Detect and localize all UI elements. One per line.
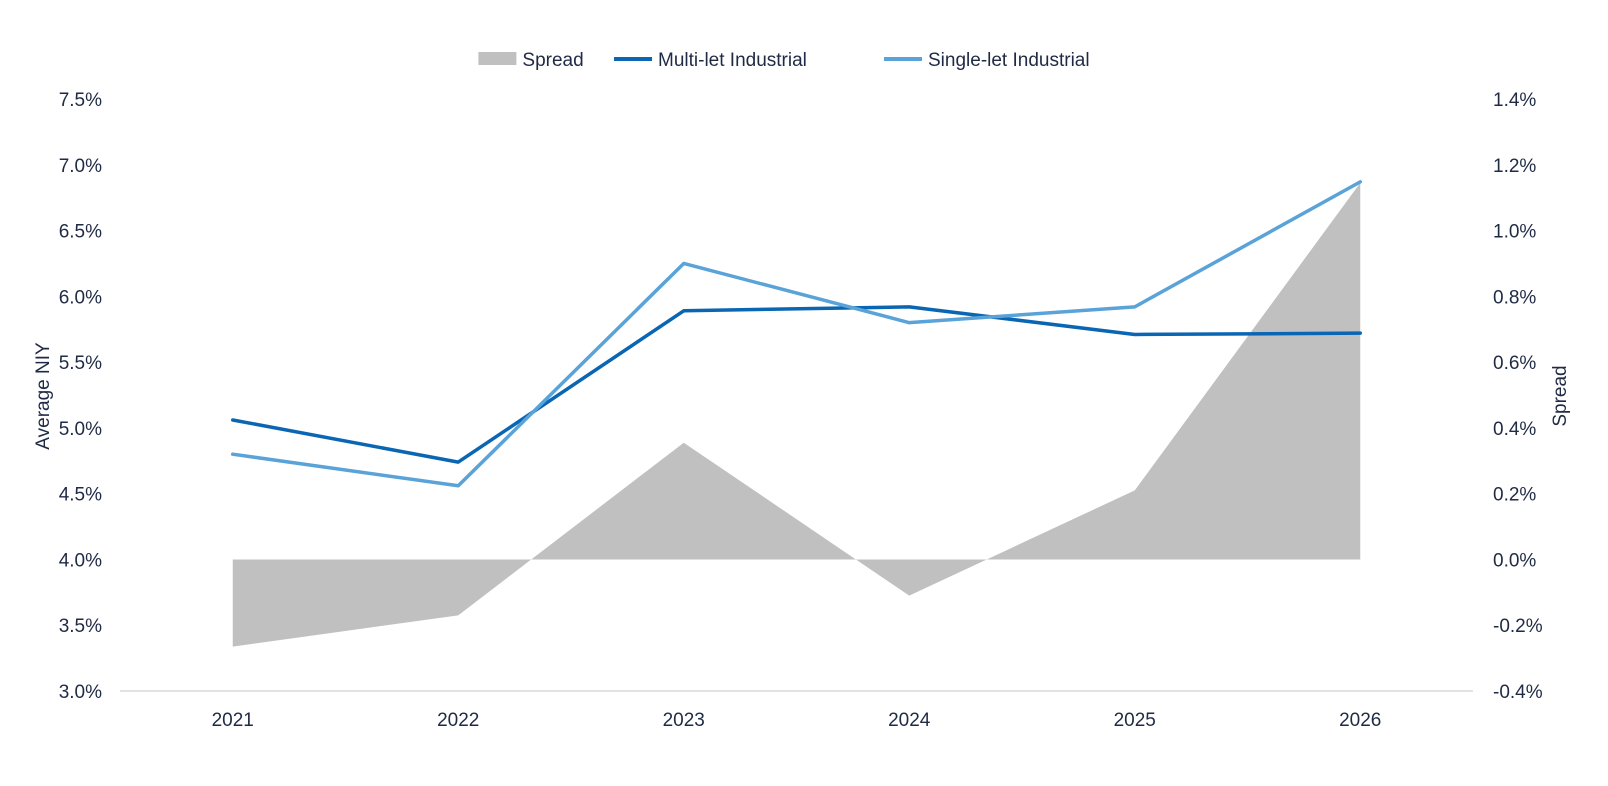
left-tick-label: 5.5% xyxy=(59,353,102,374)
left-axis-title: Average NIY xyxy=(33,342,54,450)
legend-label: Spread xyxy=(522,50,583,71)
left-tick-label: 4.0% xyxy=(59,550,102,571)
right-axis-title: Spread xyxy=(1550,365,1571,426)
spread-area xyxy=(232,182,1361,647)
left-tick-label: 6.5% xyxy=(59,222,102,243)
x-tick-label: 2023 xyxy=(663,710,705,731)
x-tick-label: 2022 xyxy=(437,710,479,731)
left-tick-label: 7.0% xyxy=(59,156,102,177)
legend-label: Multi-let Industrial xyxy=(658,50,807,71)
legend-item-single-let-industrial: Single-let Industrial xyxy=(884,50,1090,71)
left-tick-label: 6.0% xyxy=(59,287,102,308)
left-tick-label: 5.0% xyxy=(59,419,102,440)
x-tick-label: 2025 xyxy=(1114,710,1156,731)
line-layer xyxy=(231,180,1362,488)
x-tick-label: 2024 xyxy=(888,710,931,731)
legend-item-spread: Spread xyxy=(478,50,584,71)
legend: Spread Multi-let Industrial Single-let Ind… xyxy=(478,50,1090,71)
left-axis-ticks: 3.0% 3.5% 4.0% 4.5% 5.0% 5.5% 6.0% 6.5% 7.0% 7.5% xyxy=(59,90,102,703)
legend-swatch xyxy=(478,52,517,65)
right-axis-ticks: -0.4% -0.2% 0.0% 0.2% 0.4% 0.6% 0.8% 1.0% 1.2% 1.… xyxy=(1493,90,1543,703)
left-tick-label: 3.0% xyxy=(59,682,102,703)
single-let-industrial-line xyxy=(231,180,1362,488)
x-tick-label: 2026 xyxy=(1339,710,1381,731)
multi-let-industrial-line xyxy=(231,305,1362,464)
left-tick-label: 7.5% xyxy=(59,90,102,111)
spread-area-layer xyxy=(232,182,1361,647)
legend-item-multi-let-industrial: Multi-let Industrial xyxy=(614,50,807,71)
right-tick-label: 0.0% xyxy=(1493,550,1536,571)
legend-label: Single-let Industrial xyxy=(928,50,1090,71)
right-tick-label: -0.2% xyxy=(1493,616,1543,637)
right-tick-label: 1.2% xyxy=(1493,156,1536,177)
x-axis-ticks: 2021 2022 2023 2024 2025 2026 xyxy=(212,710,1382,731)
left-tick-label: 4.5% xyxy=(59,485,102,506)
right-tick-label: 0.4% xyxy=(1493,419,1536,440)
right-tick-label: 1.0% xyxy=(1493,222,1536,243)
right-tick-label: 0.6% xyxy=(1493,353,1536,374)
right-tick-label: 0.8% xyxy=(1493,287,1536,308)
x-tick-label: 2021 xyxy=(212,710,254,731)
right-tick-label: 0.2% xyxy=(1493,485,1536,506)
right-tick-label: 1.4% xyxy=(1493,90,1536,111)
left-tick-label: 3.5% xyxy=(59,616,102,637)
right-tick-label: -0.4% xyxy=(1493,682,1543,703)
